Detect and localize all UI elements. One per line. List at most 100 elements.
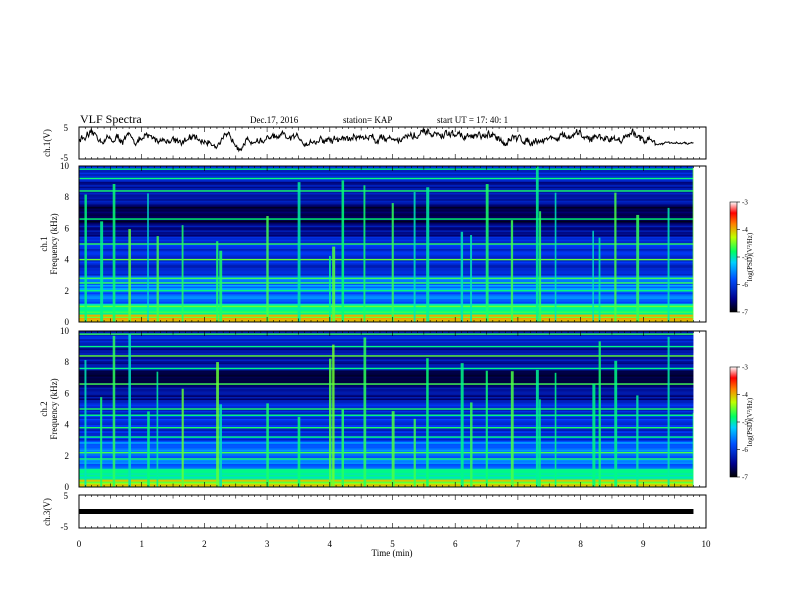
spectrogram-band bbox=[79, 479, 694, 482]
spectrogram-band bbox=[79, 225, 694, 228]
spectrogram-band bbox=[79, 388, 694, 391]
spectrogram-band bbox=[79, 438, 694, 441]
xtick-label: 5 bbox=[390, 539, 395, 549]
spectral-line bbox=[79, 481, 694, 484]
spectrogram-band bbox=[79, 360, 694, 363]
impulse-burst bbox=[554, 192, 557, 322]
spectral-line bbox=[79, 470, 694, 473]
spectrogram-band bbox=[79, 278, 694, 281]
spectrogram-band bbox=[79, 247, 694, 250]
ytick-label: 5 bbox=[64, 123, 69, 133]
impulse-burst bbox=[363, 337, 367, 487]
spectrogram-band bbox=[79, 346, 694, 349]
spectrogram-band bbox=[79, 335, 694, 338]
spectral-line bbox=[79, 333, 694, 335]
colorbar-tick-label: -6 bbox=[742, 281, 748, 289]
spectrogram-band bbox=[79, 362, 694, 365]
colorbar-tick-label: -6 bbox=[742, 446, 748, 454]
spectrogram-band bbox=[79, 295, 694, 298]
spectrogram-band bbox=[79, 363, 694, 366]
spectrogram-band bbox=[79, 183, 694, 186]
spectrogram-band bbox=[79, 251, 694, 254]
ylabel-ch1-channel: ch.1 bbox=[39, 236, 49, 251]
colorbar-tick-label: -5 bbox=[742, 419, 748, 427]
spectrogram-band bbox=[79, 402, 694, 405]
panel-waveform-ch1: 5 -5 ch.1(V) bbox=[42, 123, 707, 163]
spectrogram-band bbox=[79, 192, 694, 195]
spectrogram-band bbox=[79, 275, 694, 278]
spectral-line bbox=[79, 355, 694, 357]
impulse-burst bbox=[329, 255, 331, 322]
impulse-burst bbox=[341, 180, 345, 322]
impulse-burst bbox=[598, 341, 601, 487]
spectrogram-band bbox=[79, 195, 694, 198]
spectrogram-band bbox=[79, 237, 694, 240]
xtick-label: 6 bbox=[453, 539, 458, 549]
spectrogram-band bbox=[79, 380, 694, 383]
header-date: Dec.17, 2016 bbox=[250, 115, 299, 125]
impulse-burst bbox=[219, 250, 223, 322]
spectrogram-band bbox=[79, 187, 694, 190]
spectrogram-band bbox=[79, 334, 694, 337]
colorbar-ticks: -3 -4 -5 -6 -7 bbox=[737, 364, 748, 482]
spectrogram-band bbox=[79, 468, 694, 471]
spectrogram-band bbox=[79, 240, 694, 243]
spectrogram-band bbox=[79, 298, 694, 301]
spectrogram-band bbox=[79, 401, 694, 404]
ytick-label: 6 bbox=[65, 388, 70, 398]
spectrogram-band bbox=[79, 357, 694, 360]
impulse-burst bbox=[332, 344, 335, 487]
ylabel-ch1-voltage: ch.1(V) bbox=[42, 129, 52, 157]
spectrogram-band bbox=[79, 283, 694, 285]
spectrogram-band bbox=[79, 254, 694, 257]
colorbar-ch2: -3 -4 -5 -6 -7 log(PSD)(V²/Hz) bbox=[729, 364, 754, 482]
spectrogram-band bbox=[79, 427, 694, 430]
impulse-burst bbox=[181, 225, 184, 322]
spectrogram-band bbox=[79, 371, 694, 374]
spectrogram-band bbox=[79, 265, 694, 268]
impulse-burst bbox=[363, 185, 366, 322]
spectrogram-band bbox=[79, 446, 694, 449]
spectrogram-band bbox=[79, 452, 694, 455]
spectrogram-band bbox=[79, 370, 694, 372]
spectrogram-band bbox=[79, 384, 694, 386]
spectrogram-band bbox=[79, 186, 694, 189]
spectrogram-band bbox=[79, 180, 694, 182]
impulse-burst bbox=[667, 207, 670, 322]
ylabel-ch2-channel: ch.2 bbox=[39, 401, 49, 416]
no-data-gap bbox=[693, 166, 706, 322]
spectrogram-band bbox=[79, 405, 694, 408]
colorbar-label: log(PSD)(V²/Hz) bbox=[746, 232, 754, 281]
impulse-burst bbox=[219, 404, 222, 487]
xtick-label: 4 bbox=[328, 539, 333, 549]
impulse-burst bbox=[391, 203, 394, 322]
ytick-label: -5 bbox=[61, 522, 69, 532]
spectrogram-band bbox=[79, 432, 694, 435]
spectrogram-band bbox=[79, 205, 694, 207]
spectrogram-band bbox=[79, 253, 694, 256]
colorbar-tick-label: -3 bbox=[742, 199, 748, 207]
spectrogram-band bbox=[79, 396, 694, 399]
ytick-label: 10 bbox=[60, 326, 70, 336]
spectrogram-band bbox=[79, 352, 694, 355]
impulse-burst bbox=[297, 182, 301, 322]
spectrogram-band bbox=[79, 259, 694, 262]
spectrogram-band bbox=[79, 261, 694, 264]
spectrogram-band bbox=[79, 399, 694, 402]
spectrogram-band bbox=[79, 398, 694, 401]
header-station: station= KAP bbox=[343, 115, 392, 125]
spectrogram-band bbox=[79, 424, 694, 427]
spectrogram-band bbox=[79, 421, 694, 424]
panel-spectrogram-ch2: 0 2 4 6 8 10 ch.2 Frequency (kHz) bbox=[39, 326, 707, 492]
spectrogram-band bbox=[79, 374, 694, 377]
impulse-burst bbox=[460, 231, 464, 322]
xtick-label: 7 bbox=[516, 539, 521, 549]
colorbar-tick-label: -7 bbox=[742, 309, 748, 317]
spectrogram-band bbox=[79, 359, 694, 362]
ylabel-ch3-voltage: ch.3(V) bbox=[42, 498, 52, 526]
impulse-burst bbox=[100, 397, 103, 487]
spectrogram-band bbox=[79, 303, 694, 306]
spectrogram-band bbox=[79, 262, 694, 265]
tick-marks bbox=[78, 127, 707, 159]
spectrogram-band bbox=[79, 465, 694, 468]
